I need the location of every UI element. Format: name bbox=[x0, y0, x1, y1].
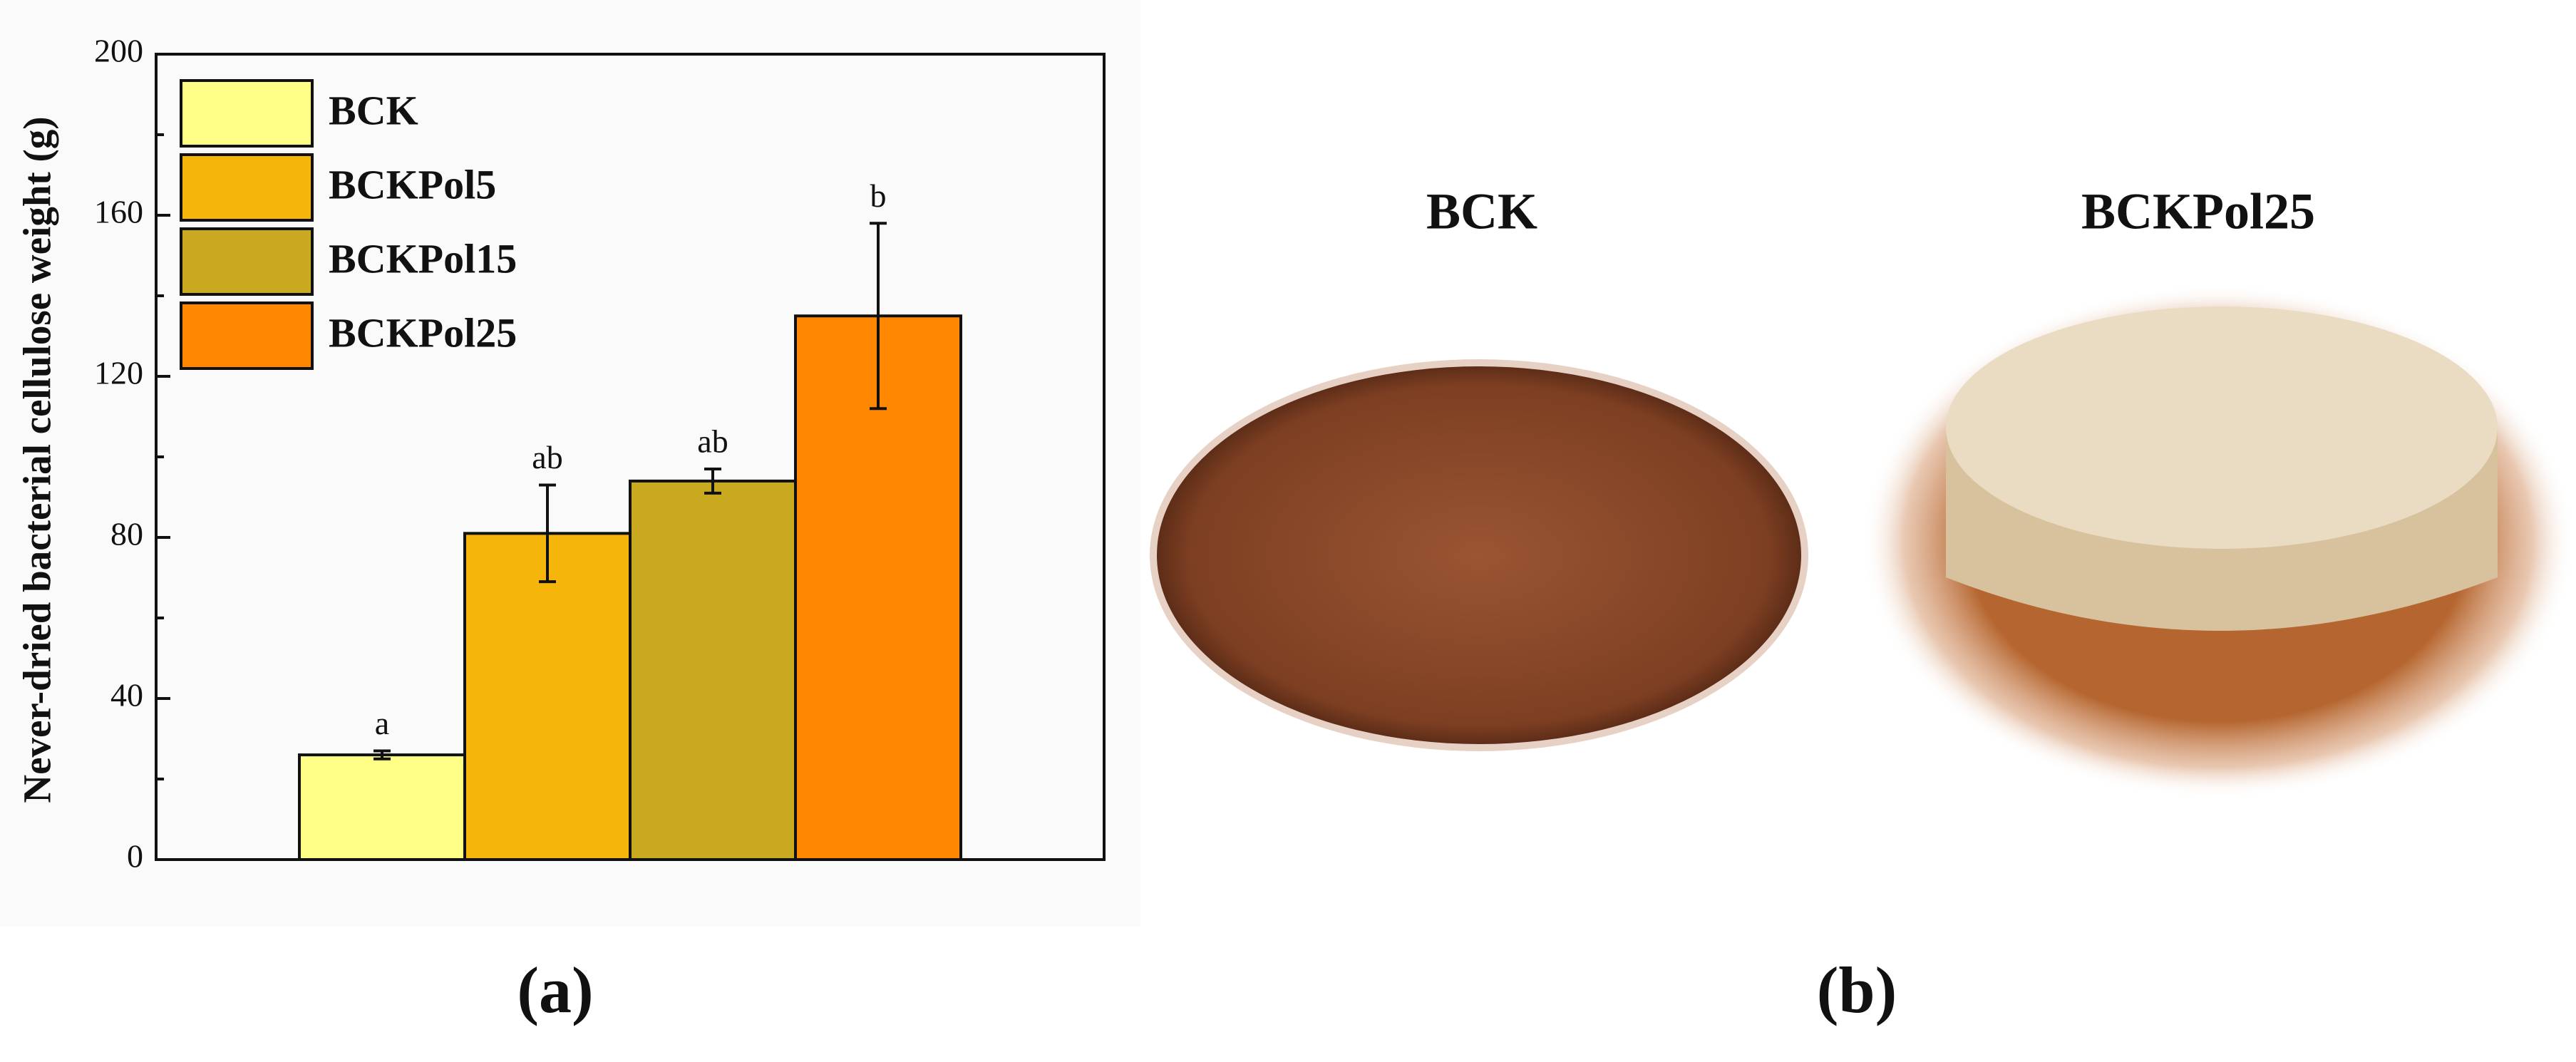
photo-label: BCKPol25 bbox=[2081, 183, 2315, 240]
plot-frame bbox=[155, 53, 1106, 861]
significance-label: a bbox=[375, 705, 389, 741]
y-tick-label: 120 bbox=[94, 355, 143, 391]
bar bbox=[298, 753, 466, 861]
bar bbox=[629, 479, 797, 861]
photo-label: BCK bbox=[1426, 183, 1537, 240]
y-tick-label: 40 bbox=[110, 677, 143, 713]
photo-bck bbox=[1157, 366, 1801, 744]
significance-label: b bbox=[870, 177, 887, 214]
legend-label: BCKPol15 bbox=[329, 235, 517, 282]
y-tick-label: 80 bbox=[110, 516, 143, 552]
panel-label: (a) bbox=[517, 954, 593, 1026]
legend-swatch bbox=[180, 227, 314, 296]
legend-swatch bbox=[180, 301, 314, 370]
legend-swatch bbox=[180, 79, 314, 148]
y-axis-label: Never-dried bacterial cellulose weight (… bbox=[16, 116, 59, 803]
significance-label: ab bbox=[697, 423, 728, 460]
chart: 0 40 80 120 160 200 a ab ab b BCK BCKPol5 BCKPol15 BC… bbox=[94, 33, 1106, 875]
legend-label: BCK bbox=[329, 87, 418, 133]
panel-label: (b) bbox=[1817, 954, 1897, 1026]
photo-bckpol25 bbox=[1946, 306, 2498, 549]
y-tick-label: 200 bbox=[94, 33, 143, 69]
bar bbox=[463, 532, 632, 861]
significance-label: ab bbox=[532, 439, 562, 475]
legend-label: BCKPol25 bbox=[329, 309, 517, 356]
legend-label: BCKPol5 bbox=[329, 161, 496, 207]
y-tick-label: 160 bbox=[94, 194, 143, 230]
legend-swatch bbox=[180, 153, 314, 222]
y-tick-label: 0 bbox=[127, 838, 143, 875]
